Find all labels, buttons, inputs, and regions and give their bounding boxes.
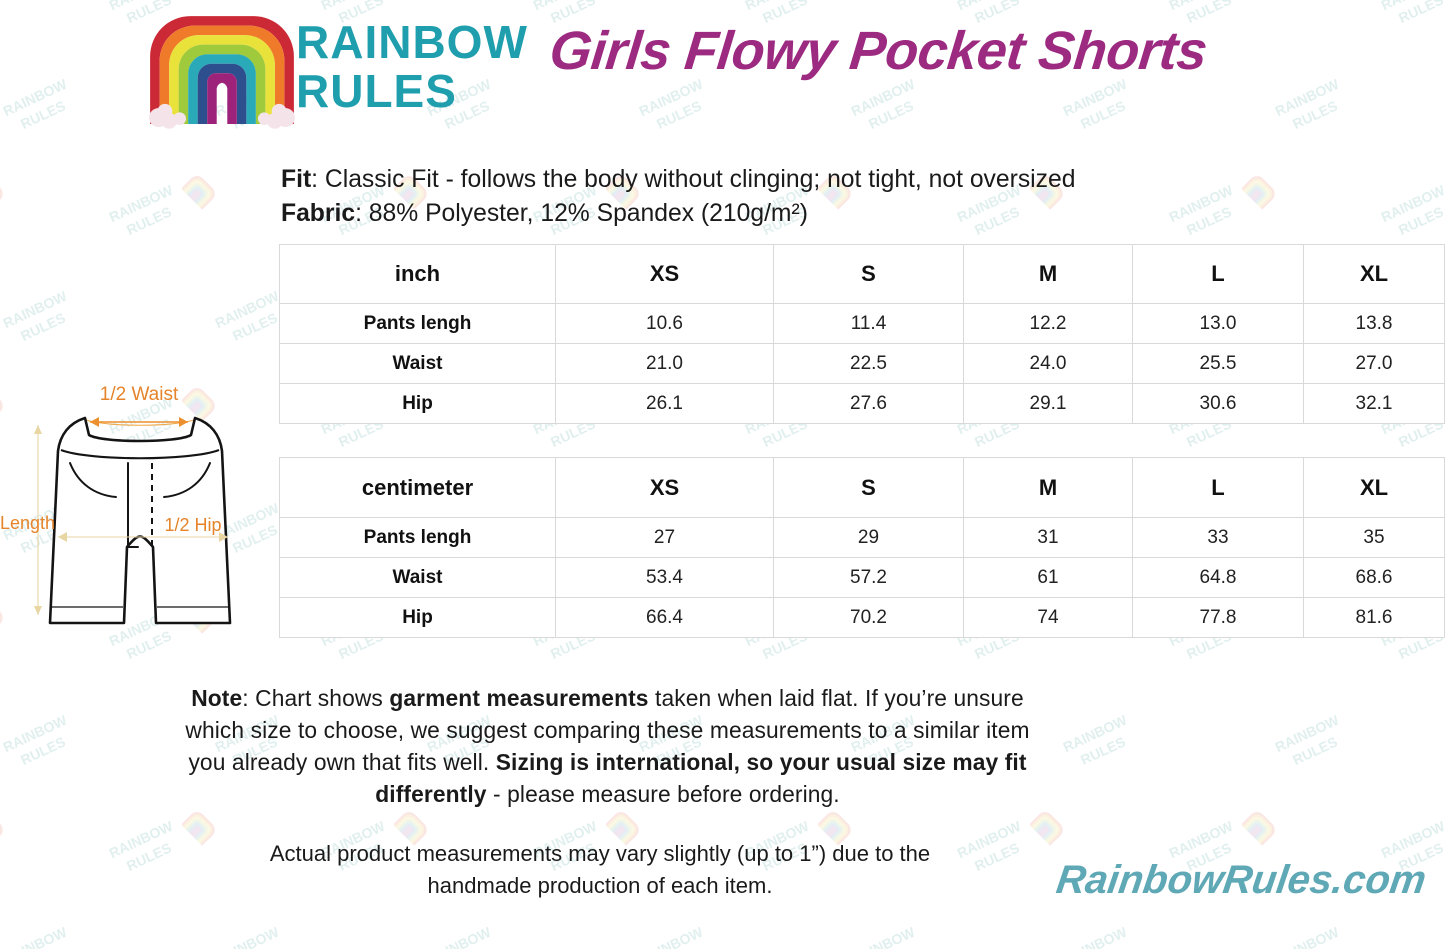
svg-text:1/2 Hip: 1/2 Hip [164,515,221,535]
svg-text:1/2 Waist: 1/2 Waist [100,384,179,405]
